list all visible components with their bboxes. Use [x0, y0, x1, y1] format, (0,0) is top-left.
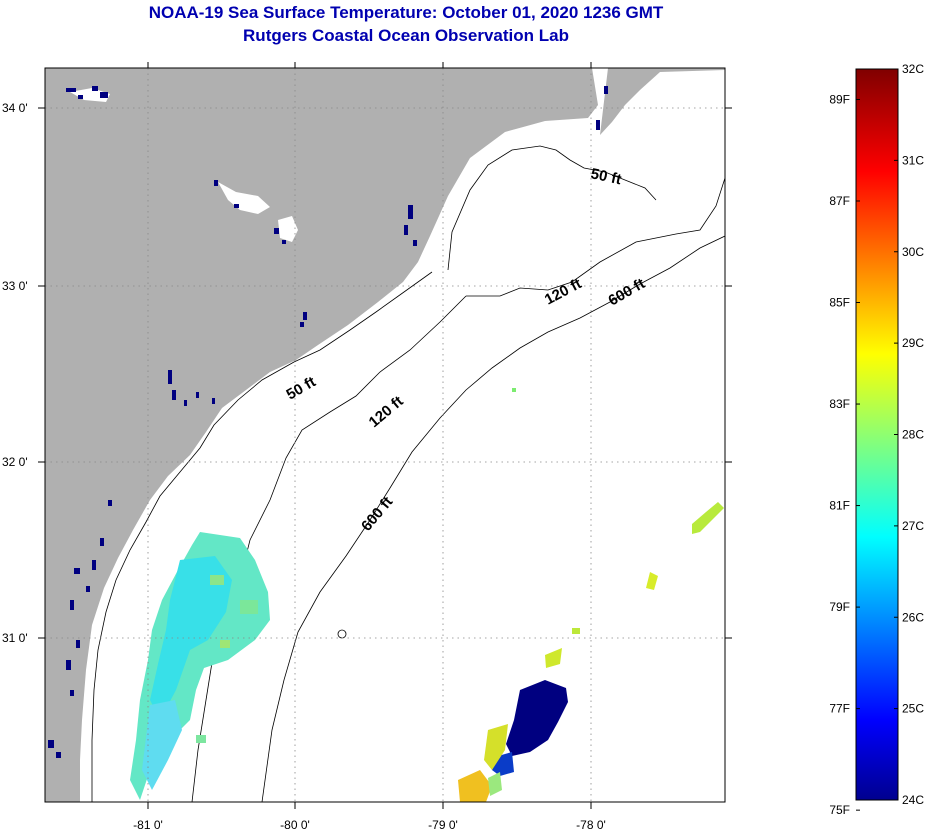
colorbar-label-fahrenheit: 75F	[829, 803, 850, 817]
colorbar-label-celsius: 29C	[902, 336, 924, 350]
tick-marks	[38, 62, 732, 809]
lon-label: -81 0'	[133, 818, 163, 832]
land-northeast	[600, 68, 725, 135]
contour-120ft	[466, 177, 725, 297]
colorbar-label-celsius: 31C	[902, 153, 924, 167]
colorbar-labels: 32C 31C 30C 29C 28C 27C 26C 25C 24C 89F 87F 85F 83F 8…	[829, 62, 924, 817]
contour-50ft	[447, 145, 657, 271]
lon-label: -80 0'	[280, 818, 310, 832]
colorbar-ticks	[856, 68, 898, 811]
colorbar-label-celsius: 25C	[902, 702, 924, 716]
colorbar	[855, 68, 899, 801]
colorbar-label-celsius: 32C	[902, 62, 924, 76]
lat-label: 34 0'	[2, 101, 28, 115]
map-subtitle: Rutgers Coastal Ocean Observation Lab	[243, 26, 569, 45]
colorbar-label-fahrenheit: 83F	[829, 397, 850, 411]
colorbar-label-celsius: 24C	[902, 793, 924, 807]
colorbar-label-fahrenheit: 81F	[829, 499, 850, 513]
contour-120ft	[191, 295, 467, 802]
colorbar-label-fahrenheit: 77F	[829, 702, 850, 716]
colorbar-label-fahrenheit: 89F	[829, 92, 850, 106]
inland-water	[70, 88, 110, 102]
lat-label: 31 0'	[2, 631, 28, 645]
bathymetry-contours	[91, 145, 725, 802]
contour-50ft	[91, 271, 433, 802]
colorbar-label-celsius: 30C	[902, 245, 924, 259]
colorbar-label-fahrenheit: 85F	[829, 296, 850, 310]
colorbar-label-celsius: 26C	[902, 610, 924, 624]
lat-label: 33 0'	[2, 279, 28, 293]
map-title: NOAA-19 Sea Surface Temperature: October…	[148, 3, 664, 22]
colorbar-label-celsius: 28C	[902, 428, 924, 442]
land-mass	[45, 68, 598, 802]
contour-600ft	[261, 235, 725, 802]
coastal-pixels	[48, 86, 608, 758]
inland-water	[218, 182, 270, 214]
colorbar-label-celsius: 27C	[902, 519, 924, 533]
colorbar-label-fahrenheit: 87F	[829, 194, 850, 208]
lon-label: -79 0'	[428, 818, 458, 832]
sst-data	[130, 388, 724, 802]
lon-label: -78 0'	[576, 818, 606, 832]
inland-water	[278, 216, 298, 242]
lat-label: 32 0'	[2, 455, 28, 469]
colorbar-label-fahrenheit: 79F	[829, 600, 850, 614]
contour-label: 50 ft	[589, 165, 623, 188]
graticule	[45, 68, 725, 802]
map-frame	[44, 67, 726, 803]
